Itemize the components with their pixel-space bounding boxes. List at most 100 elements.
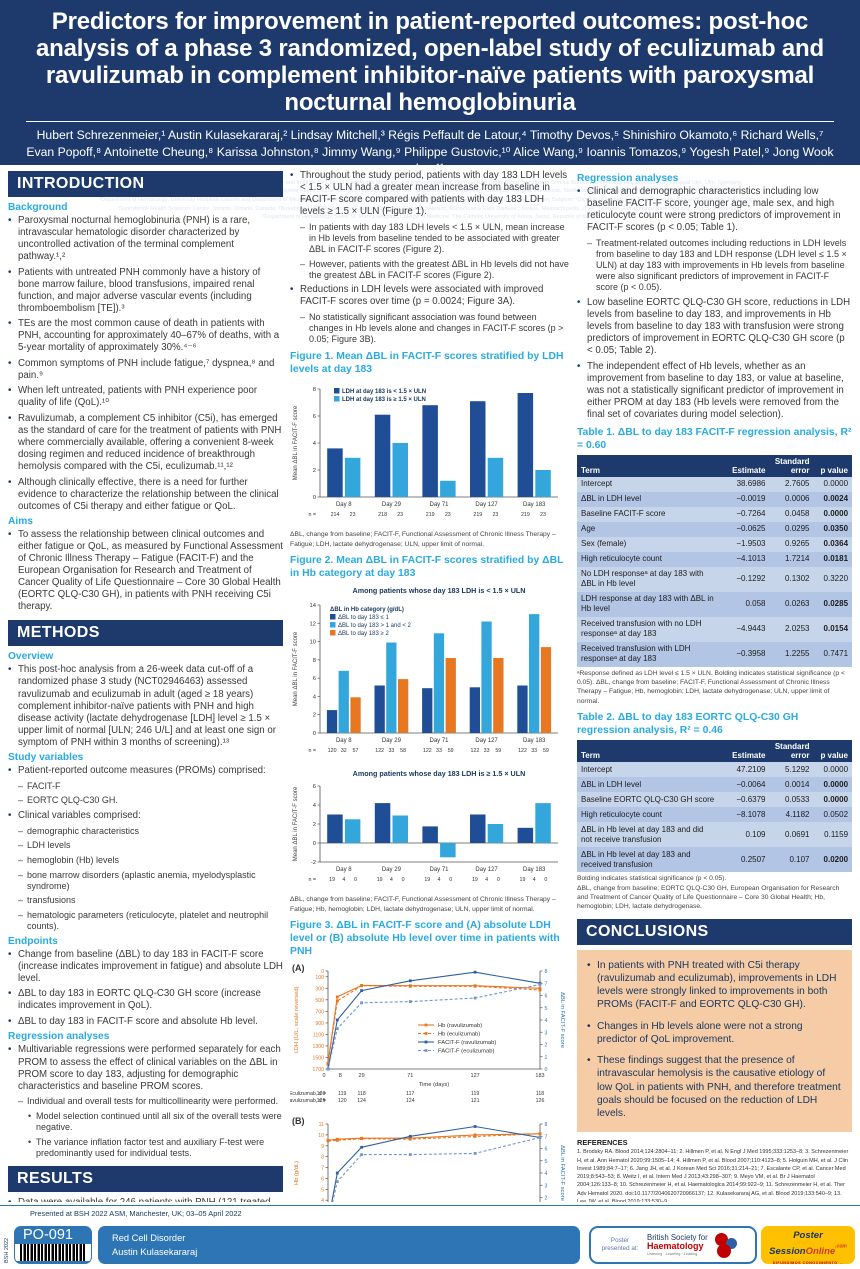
presented-at-text: Presented at BSH 2022 ASM, Manchester, U… xyxy=(30,1209,242,1218)
data-point xyxy=(538,983,542,986)
list-item: • Patients with untreated PNH commonly ha… xyxy=(8,267,283,315)
svg-text:0: 0 xyxy=(313,731,316,737)
svg-text:Day 29: Day 29 xyxy=(382,502,402,508)
bsh-logo-box: Poster presented at: British Society for… xyxy=(589,1226,757,1264)
table-cell: 1.7214 xyxy=(769,551,814,567)
svg-text:6: 6 xyxy=(545,1146,548,1152)
svg-text:4: 4 xyxy=(545,1018,548,1024)
table-cell: 0.0000 xyxy=(813,777,853,793)
svg-text:0: 0 xyxy=(313,841,316,847)
svg-text:9: 9 xyxy=(321,1144,324,1150)
presenter-name: Austin Kulasekararaj xyxy=(112,1247,198,1258)
data-point xyxy=(538,1136,542,1139)
bullet-text: In patients with day 183 LDH levels < 1.… xyxy=(309,221,565,254)
overview-heading: Overview xyxy=(8,651,54,663)
table-cell: 0.0502 xyxy=(813,807,853,823)
data-point xyxy=(408,1000,412,1003)
bullet-marker: • xyxy=(8,412,12,424)
table-row: ΔBL in LDH level −0.0019 0.0006 0.0024 xyxy=(576,491,853,507)
footer-badges: BSH 2022 PO-091 Red Cell Disorder Austin… xyxy=(0,1226,860,1265)
bar xyxy=(481,621,492,734)
bar xyxy=(540,647,552,734)
bullet-marker: • xyxy=(8,810,12,821)
regression-table: Term Estimate Standard error p value Interce… xyxy=(576,454,853,667)
data-line xyxy=(332,1136,541,1202)
table-cell: 0.3220 xyxy=(813,566,853,592)
bullet-marker: • xyxy=(8,664,12,676)
svg-text:0: 0 xyxy=(544,877,547,883)
svg-text:8: 8 xyxy=(545,969,548,975)
table-cell: No LDH responseᵃ at day 183 with ΔBL in … xyxy=(576,566,720,592)
svg-text:ΔBL in FACIT-F score: ΔBL in FACIT-F score xyxy=(559,1145,565,1201)
bullet-text: EORTC QLQ-C30 GH. xyxy=(27,795,118,806)
svg-text:100: 100 xyxy=(315,975,324,981)
list-item: • These findings suggest that the presenc… xyxy=(587,1054,842,1120)
svg-text:19: 19 xyxy=(377,877,383,883)
svg-text:219: 219 xyxy=(426,512,435,518)
table-row: ΔBL in Hb level at day 183 and received … xyxy=(576,847,853,873)
pso-logo-line2: SessionOnline.com xyxy=(769,1243,847,1257)
table-cell: −0.3958 xyxy=(720,641,770,667)
table-cell: −0.0064 xyxy=(720,777,770,793)
data-point xyxy=(408,984,412,988)
bullet-text: TEs are the most common cause of death i… xyxy=(18,318,280,354)
list-item: • ΔBL to day 183 in EORTC QLQ-C30 GH scor… xyxy=(8,988,283,1012)
table-cell: 0.0000 xyxy=(813,506,853,522)
table-cell: 0.109 xyxy=(720,822,770,848)
list-item: ⁵Department of Hematology, University Ho… xyxy=(98,197,762,204)
endpoints-bullets: • Change from baseline (ΔBL) to day 183 i… xyxy=(8,949,283,1028)
svg-text:Day 71: Day 71 xyxy=(430,502,450,508)
list-item: • The variance inflation factor test and … xyxy=(28,1137,283,1159)
table-cell: 0.0181 xyxy=(813,551,853,567)
svg-text:121: 121 xyxy=(471,1098,480,1104)
data-point xyxy=(326,1139,330,1143)
svg-text:19: 19 xyxy=(472,877,478,883)
footer-code-vertical: BSH 2022 xyxy=(4,1237,10,1263)
bullet-marker: • xyxy=(28,1136,32,1147)
list-item: – hematologic parameters (reticulocyte, p… xyxy=(18,910,283,932)
data-point xyxy=(335,1018,339,1022)
svg-text:23: 23 xyxy=(397,512,403,518)
svg-text:(A): (A) xyxy=(292,963,305,973)
bullet-text: ΔBL to day 183 in FACIT-F score and abso… xyxy=(18,1015,258,1027)
bar xyxy=(493,658,504,734)
svg-text:LDH at day 183 is ≥ 1.5 × ULN: LDH at day 183 is ≥ 1.5 × ULN xyxy=(342,397,426,403)
table-row: Received transfusion with no LDH respons… xyxy=(576,616,853,642)
bullet-marker: – xyxy=(18,780,24,791)
bsh-logo: British Society for Haematology Listenin… xyxy=(647,1232,708,1257)
table-row: High reticulocyte count −8.1078 4.1182 0.05… xyxy=(576,807,853,823)
table-cell: −8.1078 xyxy=(720,807,770,823)
svg-text:2: 2 xyxy=(545,1042,548,1048)
table-row: High reticulocyte count −4.1013 1.7214 0.01… xyxy=(576,551,853,567)
bullet-text: Common symptoms of PNH include fatigue,⁷… xyxy=(18,357,275,381)
middle-column: • Throughout the study period, patients w… xyxy=(290,170,570,1202)
results-heading: RESULTS xyxy=(17,1169,94,1187)
bullet-text: When left untreated, patients with PNH e… xyxy=(18,385,258,409)
svg-text:n =: n = xyxy=(309,512,317,518)
svg-text:122: 122 xyxy=(375,748,384,754)
svg-text:5: 5 xyxy=(545,1159,548,1165)
list-item: ²King's College Hospital, National Insti… xyxy=(118,188,742,195)
list-item: • Reductions in LDH levels were associate… xyxy=(290,284,570,308)
svg-text:33: 33 xyxy=(436,748,442,754)
data-line xyxy=(327,983,541,1070)
svg-text:700: 700 xyxy=(315,1009,324,1015)
svg-text:Among patients whose day 183 L: Among patients whose day 183 LDH is < 1.… xyxy=(353,586,526,595)
table-row: Intercept 47.2109 5.1292 0.0000 xyxy=(576,762,853,778)
bar xyxy=(392,815,409,844)
section-introduction: INTRODUCTION xyxy=(8,171,284,197)
data-point xyxy=(335,1171,339,1175)
session-category: Red Cell Disorder xyxy=(112,1232,186,1243)
poster-header: Predictors for improvement in patient-re… xyxy=(0,0,860,220)
svg-text:19: 19 xyxy=(329,877,335,883)
svg-text:14: 14 xyxy=(310,603,317,609)
table-cell: −0.1292 xyxy=(720,566,770,592)
table-row: ΔBL in LDH level −0.0064 0.0014 0.0000 xyxy=(576,777,853,793)
bullet-marker: • xyxy=(576,360,581,372)
bullet-marker: • xyxy=(8,948,12,960)
footer-divider xyxy=(0,1205,860,1206)
list-item: ¹Institute of Transfusion Medicine, Univ… xyxy=(117,179,743,186)
svg-text:n =: n = xyxy=(309,877,317,883)
table-cell: 0.9265 xyxy=(769,536,814,552)
table-cell: 47.2109 xyxy=(720,762,770,778)
